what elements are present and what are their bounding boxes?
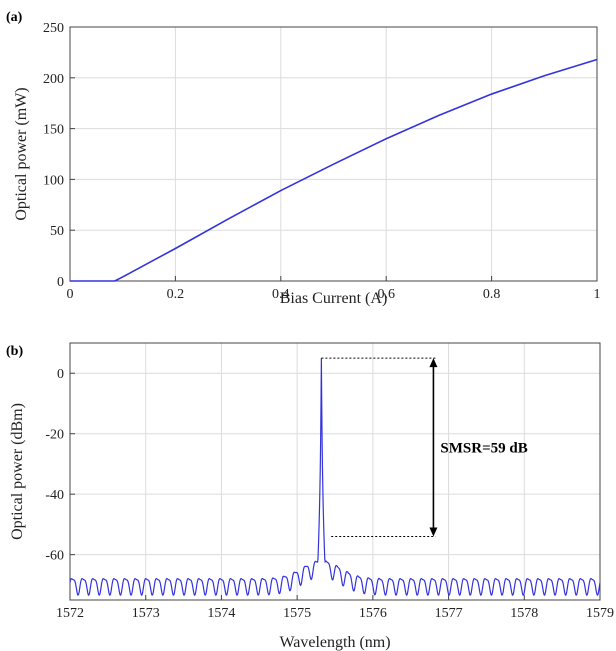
smsr-annotation: SMSR=59 dB: [440, 440, 527, 456]
x-tick-label: 1575: [283, 606, 311, 621]
x-tick-label: 1573: [132, 606, 160, 621]
smsr-arrow-head-up: [429, 358, 438, 368]
x-tick-label: 1578: [510, 606, 538, 621]
x-tick-label: 0.8: [483, 287, 501, 302]
y-tick-label: 150: [43, 123, 64, 138]
y-tick-label: -20: [45, 428, 64, 443]
plot-frame: [69, 26, 598, 282]
y-tick-label: -40: [45, 488, 64, 503]
x-tick-label: 0.4: [272, 287, 290, 302]
smsr-arrow-head-down: [429, 527, 438, 537]
y-tick-label: -60: [45, 549, 64, 564]
x-tick-label: 1574: [207, 606, 235, 621]
y-tick-label: 200: [43, 72, 64, 87]
x-tick-label: 1572: [56, 606, 84, 621]
x-tick-label: 0: [67, 287, 74, 302]
x-axis-label: Wavelength (nm): [279, 634, 390, 651]
x-tick-label: 1: [594, 287, 601, 302]
y-tick-label: 0: [57, 275, 64, 290]
y-axis-label: Optical power (dBm): [9, 403, 26, 540]
y-tick-label: 0: [57, 367, 64, 382]
data-series-line: [70, 58, 598, 282]
y-tick-label: 100: [43, 173, 64, 188]
x-axis-label: Bias Current (A): [280, 290, 388, 307]
y-axis-label: Optical power (mW): [13, 87, 30, 220]
panel-label: (b): [6, 344, 23, 359]
panel-label: (a): [6, 10, 23, 25]
spectrum-line: [69, 358, 601, 596]
chart-panel-b: 1572 1573 1574 1575 1576 1577 1578 1579 0 -20 -40 -…: [6, 342, 614, 651]
x-tick-label: 1579: [586, 606, 614, 621]
x-tick-label: 0.2: [167, 287, 185, 302]
x-tick-label: 1576: [359, 606, 387, 621]
y-tick-label: 250: [43, 21, 64, 36]
x-tick-label: 1577: [435, 606, 463, 621]
chart-panel-a: 0 0.2 0.4 0.6 0.8 1 0 50 100 150 200 250 Bias Curren…: [6, 10, 601, 307]
x-tick-label: 0.6: [377, 287, 395, 302]
plot-frame: [69, 342, 601, 601]
y-tick-label: 50: [50, 224, 64, 239]
